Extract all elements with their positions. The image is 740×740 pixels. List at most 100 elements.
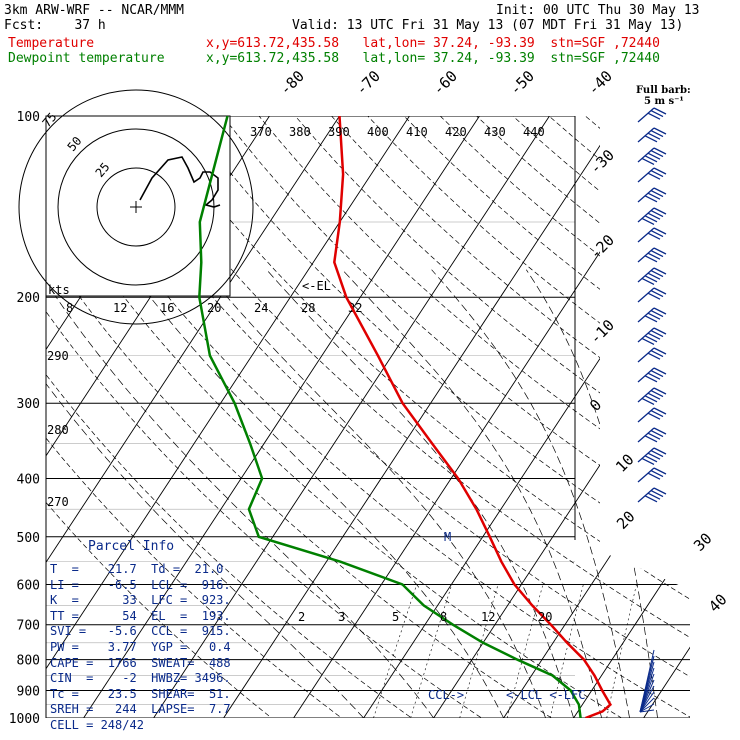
wind-barbs: [637, 107, 667, 713]
wind-barb-flag: [647, 212, 661, 220]
isotherm-line: [503, 116, 690, 718]
wind-barb-flag: [650, 390, 664, 398]
theta-label: 410: [406, 125, 428, 139]
dry-adiabat: [476, 116, 690, 718]
wind-barb-flag: [647, 192, 661, 200]
temperature-tick-label: 0: [586, 396, 605, 415]
isotherm-line: [714, 116, 740, 718]
temperature-tick-label: -40: [584, 67, 616, 99]
wind-barb-flag: [644, 135, 658, 143]
wind-barb-flag: [650, 190, 664, 198]
wind-barb-flag: [644, 275, 658, 283]
wind-barb-flag: [644, 155, 658, 163]
wind-barb-flag: [650, 310, 664, 318]
theta-label: 420: [445, 125, 467, 139]
wind-barb-flag: [650, 490, 664, 498]
wind-barb-flag: [653, 287, 667, 295]
wind-barb-flag: [647, 252, 661, 260]
dry-adiabat: [46, 116, 430, 718]
hodograph-ring: [96, 167, 176, 247]
theta-label-left: 280: [47, 423, 69, 437]
sounding-annotation: CCL->: [428, 688, 464, 702]
pressure-tick-label: 800: [17, 654, 40, 669]
wind-barb-flag: [647, 232, 661, 240]
moist-adiabat: [46, 269, 364, 718]
dewpoint-profile: [198, 116, 582, 718]
wind-barb-flag: [653, 167, 667, 175]
wind-barb-flag: [647, 452, 661, 460]
wind-barb-flag: [644, 195, 658, 203]
temperature-location: x,y=613.72,435.58 lat,lon= 37.24, -93.39…: [206, 36, 660, 51]
sounding-annotation: <-LCL <-LFC: [506, 688, 585, 702]
wind-barb-flag: [650, 170, 664, 178]
dry-adiabat: [46, 116, 572, 718]
wind-barb-flag: [641, 337, 655, 345]
wind-barb-flag: [644, 315, 658, 323]
moist-adiabat: [266, 269, 574, 718]
wind-barb-flag: [653, 227, 667, 235]
hodograph-speed-tick: 24: [254, 301, 268, 315]
pressure-tick-label: 1000: [9, 712, 40, 727]
parcel-info-row: CELL = 248/42: [50, 718, 144, 732]
dry-adiabat: [186, 116, 690, 718]
parcel-info-row: TT = 54 EL = 193.: [50, 608, 231, 623]
mixing-ratio-line: [606, 584, 637, 718]
wind-barb-flag: [650, 330, 664, 338]
wind-barb-flag: [653, 187, 667, 195]
dry-adiabat: [294, 116, 690, 718]
theta-label: 390: [328, 125, 350, 139]
moist-adiabat: [128, 269, 504, 718]
isotherm-line: [46, 116, 340, 718]
wind-barb-flag: [653, 147, 667, 155]
pressure-tick-label: 100: [17, 110, 40, 125]
temperature-tick-label: -60: [429, 67, 461, 99]
sounding-profiles: [198, 116, 613, 718]
wind-barb-flag: [647, 152, 661, 160]
wind-barb-flag: [650, 150, 664, 158]
wind-barb-flag: [650, 230, 664, 238]
hodograph-frame: [45, 115, 231, 297]
wind-barb-flag: [647, 112, 661, 120]
theta-label-left: 290: [47, 349, 69, 363]
hodograph-speed-tick: 28: [301, 301, 315, 315]
pressure-tick-label: 500: [17, 531, 40, 546]
parcel-info-row: K = 33 LFC = 923.: [50, 593, 231, 608]
pressure-tick-label: 600: [17, 578, 40, 593]
wind-barb-flag: [647, 392, 661, 400]
isotherm-line: [46, 116, 410, 718]
dry-adiabat: [222, 116, 690, 718]
wind-barb-flag: [644, 215, 658, 223]
wind-barb-flag: [653, 127, 667, 135]
wind-barb-flag: [653, 447, 667, 455]
wind-barb-flag: [647, 312, 661, 320]
moist-adiabat: [46, 269, 434, 718]
wind-barb-flag: [647, 352, 661, 360]
parcel-info-title: Parcel Info: [88, 539, 175, 554]
dry-adiabat: [46, 116, 288, 718]
mixing-ratio-line: [373, 584, 417, 718]
mixing-ratio-label: 2: [298, 610, 305, 624]
dry-adiabat: [46, 116, 643, 718]
dry-adiabat: [621, 116, 690, 718]
wind-barb: [639, 697, 655, 713]
wind-barb-flag: [644, 335, 658, 343]
dry-adiabat: [548, 116, 690, 718]
dry-adiabat: [403, 116, 690, 718]
wind-barb-flag: [647, 292, 661, 300]
wind-barb-flag: [653, 207, 667, 215]
wind-barb-flag: [650, 290, 664, 298]
wind-barb-flag: [650, 130, 664, 138]
wind-barb-flag: [650, 350, 664, 358]
wind-barb-flag: [653, 307, 667, 315]
wind-barb-flag: [647, 272, 661, 280]
dry-adiabat: [367, 116, 690, 718]
moist-adiabat: [342, 269, 602, 718]
moist-adiabat: [431, 269, 630, 718]
theta-label: 380: [289, 125, 311, 139]
wind-barb-flag: [653, 427, 667, 435]
wind-barb-flag: [653, 367, 667, 375]
full-barb-units: 5 m s⁻¹: [644, 96, 684, 107]
hodograph-speed-tick: 8: [66, 301, 73, 315]
